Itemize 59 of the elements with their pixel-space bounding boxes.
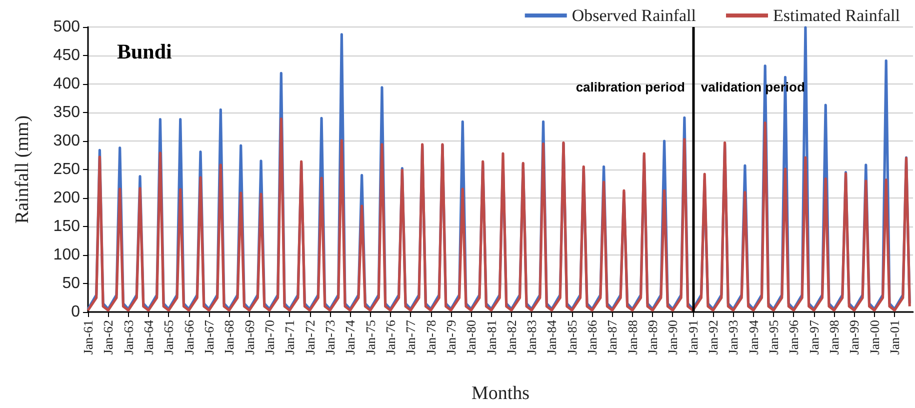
y-tick-label: 0 [71,304,80,320]
x-tick-label: Jan-75 [362,320,378,355]
y-tick-label: 450 [53,47,80,64]
x-tick-label: Jan-71 [282,320,298,355]
x-tick-label: Jan-92 [706,320,721,355]
y-tick-label: 350 [53,104,80,121]
text: Bundi [117,40,172,64]
x-tick-label: Jan-85 [564,320,580,355]
x-axis-title: Months [471,383,530,404]
x-tick-label: Jan-61 [80,320,96,355]
x-tick-label: Jan-83 [524,320,540,355]
x-tick-label: Jan-81 [484,320,499,355]
x-tick-label: Jan-82 [504,320,519,355]
legend-label: Observed Rainfall [572,6,696,25]
legend-label: Estimated Rainfall [773,6,900,25]
y-tick-label: 300 [53,132,80,150]
x-tick-label: Jan-84 [544,320,560,355]
x-tick-label: Jan-80 [464,320,479,355]
x-tick-label: Jan-90 [665,320,680,355]
y-axis-title: Rainfall (mm) [12,115,33,224]
x-tick-label: Jan-66 [181,320,196,355]
y-tick-label: 250 [53,161,80,178]
y-tick-label: 500 [53,18,80,36]
x-tick-label: Jan-67 [201,320,216,355]
x-tick-label: Jan-79 [443,320,458,355]
x-tick-label: Jan-96 [786,320,802,355]
x-tick-label: Jan-01 [887,320,902,355]
x-tick-label: Jan-68 [222,320,237,355]
x-tick-label: Jan-97 [806,320,822,355]
x-tick-label: Jan-98 [826,320,842,355]
x-tick-label: Jan-74 [342,320,358,355]
y-tick-label: 150 [53,218,80,235]
x-tick-label: Jan-76 [382,320,398,355]
x-tick-label: Jan-89 [645,320,660,355]
x-tick-label: Jan-73 [322,320,338,355]
x-tick-label: Jan-86 [584,320,600,355]
x-tick-label: Jan-64 [140,320,156,355]
x-tick-label: Jan-87 [604,320,620,355]
x-tick-label: Jan-93 [726,320,741,355]
x-tick-label: Jan-69 [242,320,257,355]
x-tick-label: Jan-62 [100,320,116,355]
x-tick-label: Jan-91 [685,320,700,355]
x-tick-label: Jan-78 [423,320,438,355]
x-tick-label: Jan-65 [161,320,176,355]
x-tick-label: Jan-72 [302,320,318,355]
x-tick-label: Jan-00 [866,320,882,355]
x-tick-label: Jan-99 [846,320,862,355]
annotation: calibration period [576,79,685,94]
line-series [86,117,911,312]
x-tick-label: Jan-88 [624,320,640,355]
x-tick-label: Jan-63 [120,320,136,355]
x-tick-label: Jan-94 [746,320,761,355]
y-tick-label: 400 [53,76,80,92]
y-tick-label: 100 [53,246,80,264]
x-tick-label: Jan-95 [766,320,782,355]
x-tick-label: Jan-70 [262,320,277,355]
x-tick-label: Jan-77 [403,320,418,355]
y-tick-label: 200 [53,190,80,206]
y-tick-label: 50 [62,275,80,292]
